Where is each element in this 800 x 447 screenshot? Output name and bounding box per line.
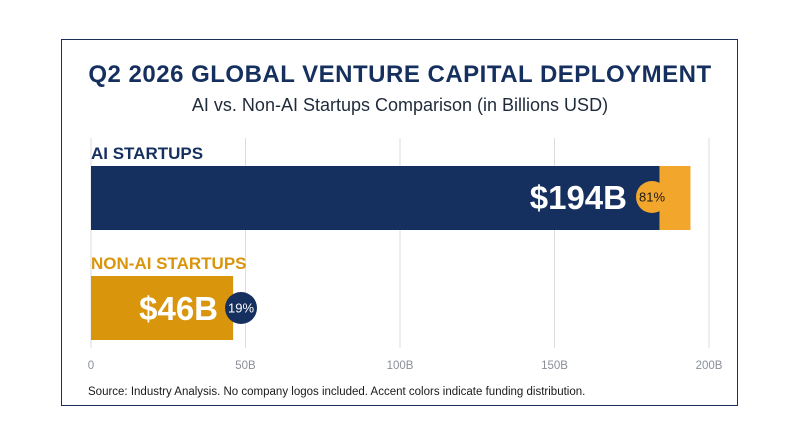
chart-title: Q2 2026 GLOBAL VENTURE CAPITAL DEPLOYMEN… [88, 61, 711, 88]
x-tick-label: 50B [235, 360, 256, 372]
share-label: 19% [228, 301, 254, 316]
bar [91, 276, 234, 340]
chart-subtitle: AI vs. Non-AI Startups Comparison (in Bi… [192, 95, 608, 115]
x-axis-ticks: 0 50B 100B 150B 200B [88, 360, 723, 372]
share-label: 81% [639, 190, 665, 205]
x-tick-label: 100B [387, 360, 414, 372]
bars: AI STARTUPS $194B 81% NON-AI STARTUPS $46B 19… [91, 144, 691, 340]
share-badge [636, 181, 668, 213]
x-tick-label: 200B [696, 360, 723, 372]
data-label: $194B [530, 179, 627, 216]
source-note: Source: Industry Analysis. No company lo… [88, 386, 585, 398]
category-label: NON-AI STARTUPS [91, 254, 247, 273]
x-tick-label: 0 [88, 360, 94, 372]
category-label: AI STARTUPS [91, 144, 203, 163]
bar [91, 166, 660, 230]
x-tick-label: 150B [541, 360, 568, 372]
share-badge [225, 292, 257, 324]
data-label: $46B [139, 290, 218, 327]
